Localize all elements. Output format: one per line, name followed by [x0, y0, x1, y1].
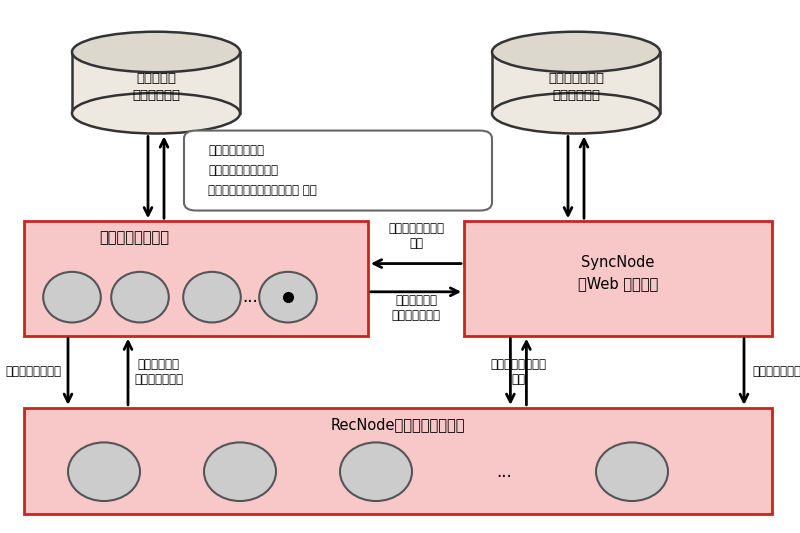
- Text: 知識活動マップの
取得: 知識活動マップの 取得: [388, 222, 444, 251]
- Text: ...: ...: [496, 463, 512, 481]
- Ellipse shape: [204, 442, 276, 501]
- Text: コンテンツサーバ: コンテンツサーバ: [99, 230, 169, 245]
- Text: リンク情報の送信: リンク情報の送信: [752, 365, 800, 378]
- FancyBboxPatch shape: [464, 221, 772, 336]
- Text: ...: ...: [242, 288, 258, 306]
- Ellipse shape: [492, 32, 660, 72]
- FancyBboxPatch shape: [24, 221, 368, 336]
- Ellipse shape: [72, 93, 240, 134]
- Text: 知識活動マップの
取得: 知識活動マップの 取得: [490, 358, 546, 386]
- Text: コンテンツの
編集情報の送信: コンテンツの 編集情報の送信: [391, 294, 441, 322]
- Ellipse shape: [43, 272, 101, 322]
- Polygon shape: [72, 52, 240, 114]
- Polygon shape: [492, 52, 660, 114]
- Text: RecNode（クライアント）: RecNode（クライアント）: [330, 417, 466, 432]
- Ellipse shape: [183, 272, 241, 322]
- Ellipse shape: [340, 442, 412, 501]
- FancyBboxPatch shape: [184, 131, 492, 211]
- Ellipse shape: [259, 272, 317, 322]
- Ellipse shape: [111, 272, 169, 322]
- Ellipse shape: [72, 32, 240, 72]
- Ellipse shape: [492, 93, 660, 134]
- Text: SyncNode
（Web サーバ）: SyncNode （Web サーバ）: [578, 255, 658, 291]
- Text: コンテンツの取得: コンテンツの取得: [6, 365, 62, 378]
- Ellipse shape: [596, 442, 668, 501]
- Text: コンテンツの
編集情報の送信: コンテンツの 編集情報の送信: [134, 358, 183, 386]
- Text: コンテンツ
データベース: コンテンツ データベース: [132, 71, 180, 102]
- FancyBboxPatch shape: [24, 408, 772, 514]
- Text: ・イメージサーバ
・ドキュメントサーバ
・プレゼンテーションサーバ など: ・イメージサーバ ・ドキュメントサーバ ・プレゼンテーションサーバ など: [208, 144, 317, 197]
- Ellipse shape: [68, 442, 140, 501]
- Text: 知識活動マップ
データベース: 知識活動マップ データベース: [548, 71, 604, 102]
